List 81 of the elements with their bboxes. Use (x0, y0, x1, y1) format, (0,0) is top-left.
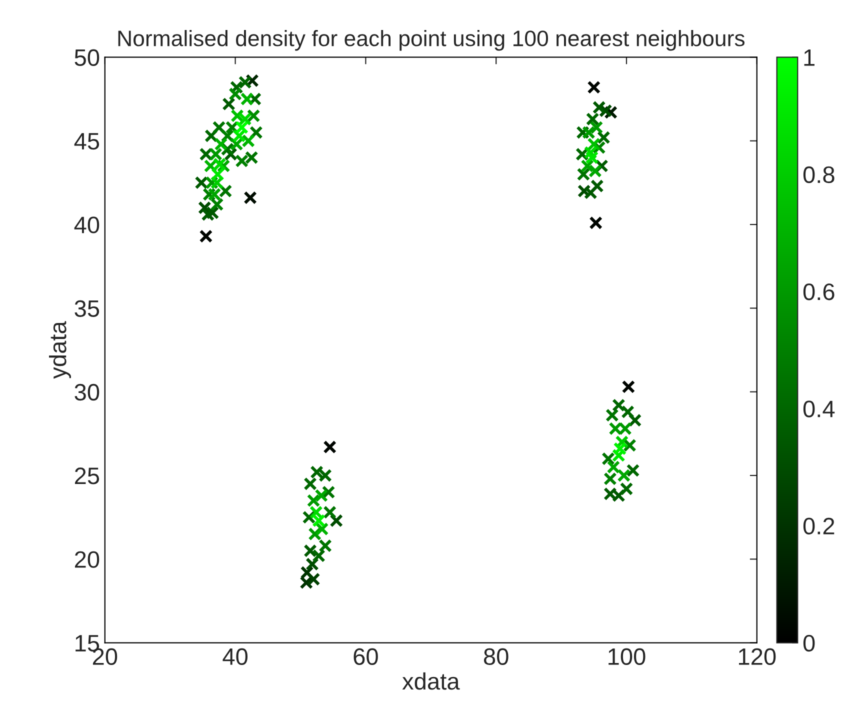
point (582, 126, 596, 140)
point (602, 452, 615, 466)
point (211, 168, 224, 181)
point (588, 164, 602, 178)
point (306, 494, 320, 508)
y-axis-title: ydata (49, 321, 72, 379)
point (318, 539, 332, 552)
point (209, 148, 222, 161)
point (617, 468, 631, 482)
point (323, 506, 337, 519)
point (214, 138, 228, 151)
point (235, 120, 249, 134)
point (622, 380, 636, 394)
point (244, 191, 257, 204)
point (589, 216, 603, 230)
point (222, 97, 236, 111)
x-tick-label: 120 (738, 648, 776, 665)
point (606, 460, 620, 474)
point (587, 80, 601, 94)
point (309, 506, 323, 519)
y-tick-label: 50 (74, 49, 100, 66)
point (623, 438, 636, 452)
point (584, 186, 598, 200)
point (235, 154, 249, 168)
point (621, 405, 634, 419)
point (604, 472, 617, 486)
chart-title: Normalised density for each point using 100 nearest neighbours (118, 30, 745, 51)
point (590, 120, 604, 134)
y-tick-label: 40 (74, 216, 100, 234)
color-bar-label: 0.8 (803, 166, 834, 184)
point (312, 549, 326, 562)
point (587, 138, 601, 151)
point (590, 179, 604, 193)
color-bar-label: 0 (803, 634, 815, 652)
point (605, 408, 619, 422)
point (199, 230, 213, 243)
x-tick-label: 80 (484, 648, 508, 665)
point (228, 87, 242, 101)
point (613, 442, 627, 456)
point (230, 109, 244, 122)
point (585, 150, 599, 164)
color-bar-label: 0.4 (803, 400, 835, 418)
y-tick-label: 30 (74, 384, 100, 401)
point (620, 482, 634, 496)
point (240, 92, 254, 106)
point (246, 109, 260, 122)
point (304, 544, 317, 558)
point (302, 510, 316, 524)
point (586, 112, 600, 126)
point (212, 158, 226, 171)
point (242, 134, 256, 148)
x-tick-label: 100 (608, 648, 646, 665)
point (626, 464, 640, 478)
point (238, 76, 252, 89)
point (300, 576, 314, 590)
point (592, 100, 606, 114)
point (312, 514, 326, 528)
point (314, 488, 328, 502)
y-tick-label: 45 (74, 133, 100, 150)
point (596, 130, 610, 144)
color-bar-label: 0.6 (803, 284, 834, 300)
color-bar-label: 1 (804, 50, 814, 66)
point (194, 176, 208, 190)
point (249, 126, 263, 140)
y-tick-label: 25 (74, 468, 100, 484)
point (210, 198, 224, 212)
point (208, 188, 222, 202)
x-tick-label: 40 (222, 648, 248, 665)
point (612, 398, 626, 412)
y-tick-label: 35 (74, 300, 100, 317)
y-tick-label: 20 (74, 551, 100, 568)
point (212, 120, 226, 134)
point (238, 112, 252, 126)
color-bar-label: 0.2 (803, 518, 834, 534)
point (323, 440, 337, 454)
point (304, 477, 317, 491)
x-axis-title: xdata (402, 672, 460, 690)
point (244, 150, 258, 164)
x-tick-label: 60 (354, 648, 378, 665)
point (322, 486, 336, 499)
point (306, 572, 320, 586)
